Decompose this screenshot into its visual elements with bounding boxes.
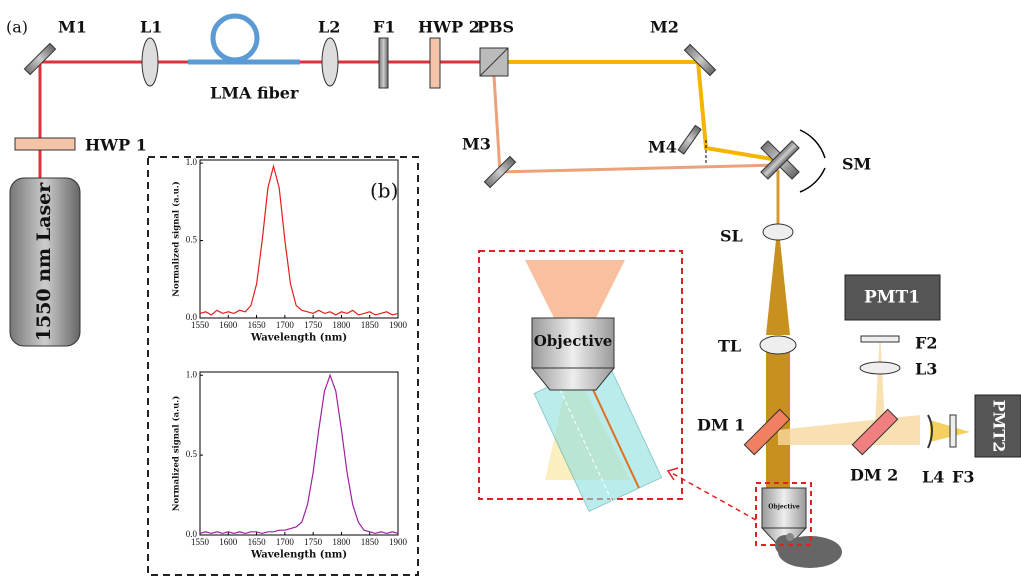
component-label: LMA fiber — [210, 84, 299, 103]
x-tick-label: 1750 — [304, 537, 323, 547]
spectrum-line — [200, 375, 398, 533]
panel-label: (b) — [370, 179, 398, 203]
setup-diagram: (a) M1 L1 LMA fiber L2 F1 HWP 2 PBS M2 M… — [0, 0, 1021, 577]
component-label: PBS — [477, 18, 514, 37]
component-label: HWP 2 — [418, 18, 480, 37]
panel-label: (a) — [6, 18, 28, 37]
component-label: PMT2 — [990, 400, 1009, 453]
y-tick-label: 0.5 — [186, 235, 198, 245]
component-label: TL — [718, 337, 741, 356]
laser-label: 1550 nm Laser — [33, 182, 55, 341]
component-label: PMT1 — [864, 288, 920, 308]
x-axis-label: Wavelength (nm) — [250, 333, 347, 344]
objective-label: Objective — [768, 504, 800, 511]
objective-label: Objective — [534, 332, 613, 350]
y-tick-label: 0.5 — [186, 449, 198, 459]
x-tick-label: 1600 — [219, 537, 238, 547]
x-tick-label: 1650 — [248, 320, 267, 330]
plot-frame — [200, 160, 398, 318]
x-tick-label: 1750 — [304, 320, 323, 330]
component-label: HWP 1 — [85, 136, 147, 155]
component-label: L4 — [922, 468, 944, 487]
component-label: M1 — [58, 18, 87, 37]
component-label: L1 — [140, 18, 162, 37]
component-label: M2 — [650, 18, 679, 37]
x-tick-label: 1850 — [361, 537, 380, 547]
y-axis-label: Normalized signal (a.u.) — [171, 396, 182, 512]
component-label: L3 — [915, 360, 937, 379]
y-tick-label: 0.0 — [186, 312, 198, 322]
y-tick-label: 1.0 — [186, 157, 198, 167]
x-tick-label: 1700 — [276, 320, 295, 330]
component-label: SM — [842, 155, 871, 174]
component-label: DM 2 — [850, 466, 898, 485]
component-label: DM 1 — [697, 416, 745, 435]
x-tick-label: 1900 — [389, 320, 408, 330]
component-label: SL — [720, 227, 743, 246]
x-tick-label: 1600 — [219, 320, 238, 330]
x-tick-label: 1800 — [332, 537, 351, 547]
component-label: M4 — [648, 138, 677, 157]
y-axis-label: Normalized signal (a.u.) — [171, 181, 182, 297]
component-label: M3 — [462, 135, 491, 154]
x-tick-label: 1900 — [389, 537, 408, 547]
x-tick-label: 1850 — [361, 320, 380, 330]
x-tick-label: 1650 — [248, 537, 267, 547]
component-label: F2 — [915, 334, 938, 353]
x-tick-label: 1700 — [276, 537, 295, 547]
x-axis-label: Wavelength (nm) — [250, 550, 347, 561]
spectrum-line — [200, 166, 398, 315]
component-label: F3 — [952, 468, 975, 487]
component-label: F1 — [373, 18, 396, 37]
component-label: L2 — [318, 18, 340, 37]
plot-frame — [200, 372, 398, 535]
y-tick-label: 1.0 — [186, 369, 198, 379]
y-tick-label: 0.0 — [186, 529, 198, 539]
x-tick-label: 1800 — [332, 320, 351, 330]
